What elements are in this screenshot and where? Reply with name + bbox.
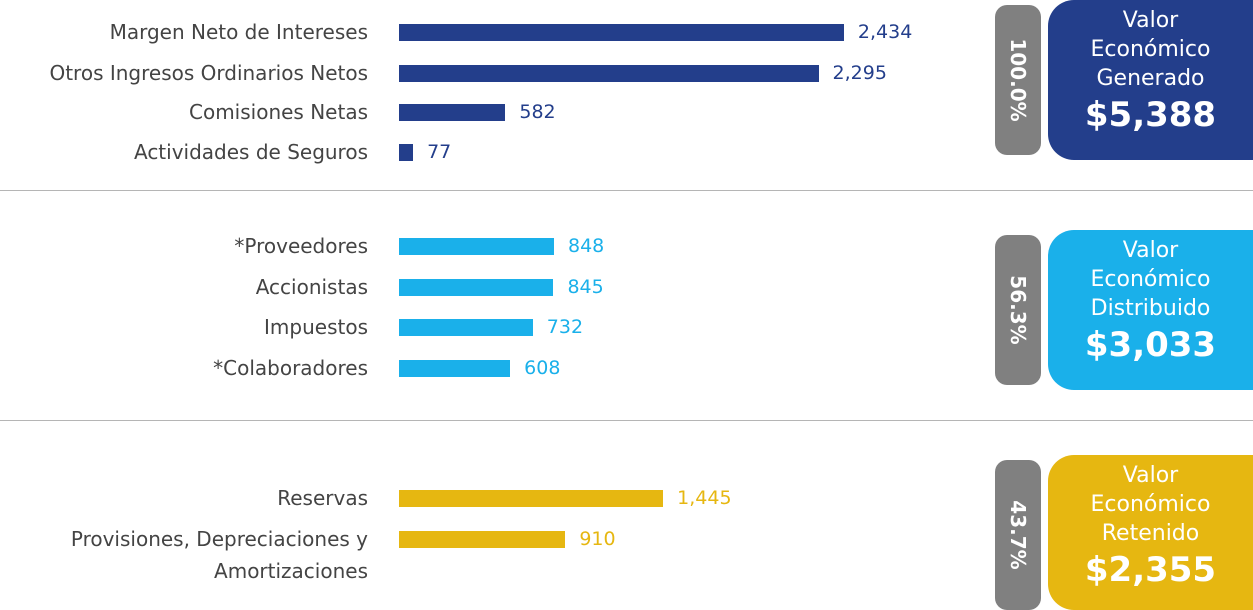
share-badge: 100.0% bbox=[995, 5, 1041, 155]
category-label: Reservas bbox=[277, 486, 368, 510]
box-title: Valor Económico Retenido bbox=[1090, 463, 1211, 546]
value-label: 2,434 bbox=[857, 21, 913, 43]
bar bbox=[399, 319, 533, 336]
value-label: 1,445 bbox=[677, 487, 732, 509]
bar bbox=[399, 104, 506, 121]
box-total: $3,033 bbox=[1084, 325, 1217, 365]
value-label: 582 bbox=[519, 101, 556, 123]
bar bbox=[399, 24, 844, 41]
bar bbox=[399, 360, 511, 377]
value-label: 910 bbox=[579, 528, 616, 550]
value-label: 77 bbox=[427, 141, 452, 163]
value-label: 608 bbox=[524, 357, 561, 379]
share-label: 56.3% bbox=[1006, 275, 1030, 345]
bar bbox=[399, 531, 566, 548]
share-badge: 43.7% bbox=[995, 460, 1041, 610]
category-label: *Proveedores bbox=[234, 234, 368, 258]
category-label: *Colaboradores bbox=[213, 356, 368, 380]
category-label: Provisiones, Depreciaciones y Amortizaci… bbox=[70, 527, 368, 583]
separator bbox=[0, 420, 1253, 421]
share-label: 43.7% bbox=[1006, 500, 1030, 570]
bar bbox=[399, 144, 414, 161]
category-label: Margen Neto de Intereses bbox=[109, 20, 368, 44]
bar bbox=[399, 279, 554, 296]
separator bbox=[0, 190, 1253, 191]
value-label: 732 bbox=[546, 316, 584, 338]
share-badge: 56.3% bbox=[995, 235, 1041, 385]
category-label: Accionistas bbox=[255, 275, 368, 299]
total-box: Valor Económico Distribuido $3,033 bbox=[1048, 230, 1253, 390]
share-label: 100.0% bbox=[1006, 38, 1030, 122]
box-total: $5,388 bbox=[1084, 95, 1217, 135]
box-total: $2,355 bbox=[1084, 550, 1217, 590]
value-label: 845 bbox=[567, 276, 604, 298]
total-box: Valor Económico Retenido $2,355 bbox=[1048, 455, 1253, 610]
bar bbox=[399, 238, 554, 255]
bar bbox=[399, 490, 664, 507]
value-label: 2,295 bbox=[832, 62, 887, 84]
box-title: Valor Económico Distribuido bbox=[1090, 238, 1211, 321]
category-label: Actividades de Seguros bbox=[133, 140, 368, 164]
total-box: Valor Económico Generado $5,388 bbox=[1048, 0, 1253, 160]
category-label: Impuestos bbox=[264, 315, 368, 339]
bar bbox=[399, 65, 819, 82]
box-title: Valor Económico Generado bbox=[1090, 8, 1211, 91]
value-label: 848 bbox=[568, 235, 605, 257]
category-label: Otros Ingresos Ordinarios Netos bbox=[49, 61, 368, 85]
category-label: Comisiones Netas bbox=[189, 100, 368, 124]
